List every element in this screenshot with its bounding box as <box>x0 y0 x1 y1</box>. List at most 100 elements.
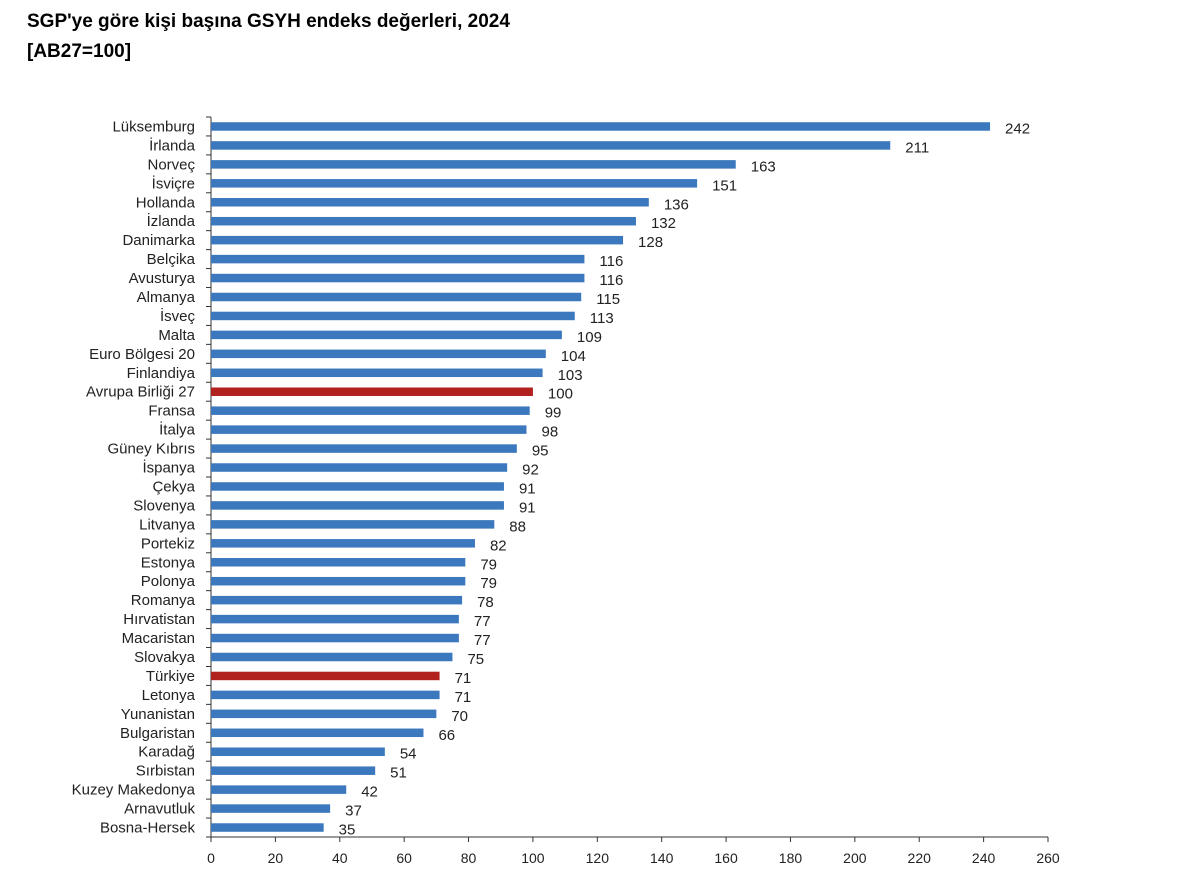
x-tick-label: 100 <box>521 850 545 866</box>
bar <box>211 728 424 738</box>
value-label: 54 <box>400 746 417 763</box>
bar <box>211 368 543 378</box>
value-label: 242 <box>1005 120 1030 137</box>
category-label: Finlandiya <box>127 365 196 382</box>
category-label: Hollanda <box>136 194 196 211</box>
value-label: 211 <box>905 139 929 156</box>
value-label: 104 <box>561 348 586 365</box>
bar <box>211 292 582 302</box>
value-label: 113 <box>590 310 614 327</box>
x-tick-label: 180 <box>779 850 803 866</box>
bar <box>211 349 546 359</box>
category-label: Portekiz <box>141 535 195 552</box>
value-label: 92 <box>522 462 539 479</box>
bar <box>211 614 459 624</box>
category-label: Polonya <box>141 573 196 590</box>
value-label: 78 <box>477 594 494 611</box>
bar <box>211 198 649 207</box>
chart-subtitle: [AB27=100] <box>27 41 132 62</box>
value-label: 71 <box>455 689 472 706</box>
value-label: 79 <box>480 575 497 592</box>
bar <box>211 690 440 700</box>
category-label: Macaristan <box>122 630 195 647</box>
bar <box>211 482 504 491</box>
category-label: Avusturya <box>129 270 196 287</box>
value-label: 151 <box>712 177 737 194</box>
chart-labels: Lüksemburg 242 İrlanda 211 Norveç 163 İsviçre 1… <box>72 118 1030 838</box>
bar <box>211 444 517 453</box>
category-label: Slovakya <box>134 649 196 666</box>
x-tick-label: 80 <box>461 850 477 866</box>
category-label: Hırvatistan <box>123 611 195 628</box>
bar <box>211 709 437 719</box>
x-tick-label: 140 <box>650 850 674 866</box>
bar <box>211 766 376 775</box>
bar <box>211 747 385 756</box>
category-label: Fransa <box>148 403 195 420</box>
category-label: Almanya <box>137 289 196 306</box>
x-tick-label: 60 <box>396 850 412 866</box>
bar <box>211 254 585 264</box>
bar <box>211 539 475 548</box>
category-label: Karadağ <box>138 744 195 761</box>
bar <box>211 179 698 188</box>
bar <box>211 406 530 415</box>
category-label: İsveç <box>160 307 196 325</box>
value-label: 75 <box>467 651 484 668</box>
bar <box>211 576 466 586</box>
category-label: Malta <box>158 327 195 344</box>
value-label: 103 <box>558 367 583 384</box>
value-label: 88 <box>509 518 526 535</box>
value-label: 66 <box>438 727 455 744</box>
category-label: Estonya <box>141 554 196 571</box>
category-label: Norveç <box>147 156 195 173</box>
value-label: 77 <box>474 613 491 630</box>
value-label: 91 <box>519 480 536 497</box>
bar <box>211 823 324 832</box>
value-label: 128 <box>638 234 663 251</box>
category-label: Arnavutluk <box>124 801 195 818</box>
x-tick-label: 260 <box>1036 850 1060 866</box>
category-label: Bosna-Hersek <box>100 820 196 837</box>
value-label: 77 <box>474 632 491 649</box>
bar <box>211 141 891 150</box>
value-label: 115 <box>596 291 620 308</box>
bar <box>211 501 504 510</box>
value-label: 91 <box>519 499 536 516</box>
value-label: 116 <box>599 272 623 289</box>
x-tick-label: 40 <box>332 850 348 866</box>
category-label: Çekya <box>152 478 195 495</box>
chart-axes: 0 20 40 60 80 100 120 140 160 180 200 220 240 260 <box>206 116 1060 866</box>
value-label: 79 <box>480 556 497 573</box>
title-block: SGP'ye göre kişi başına GSYH endeks değe… <box>27 7 510 67</box>
value-label: 35 <box>339 822 356 839</box>
bar <box>211 425 527 434</box>
x-tick-label: 120 <box>586 850 610 866</box>
bar <box>211 311 575 321</box>
category-label: Yunanistan <box>121 706 195 723</box>
bar <box>211 520 495 529</box>
category-label: Litvanya <box>139 516 196 533</box>
value-label: 99 <box>545 405 562 422</box>
category-label: Türkiye <box>146 668 195 685</box>
value-label: 51 <box>390 765 407 782</box>
category-label: İsviçre <box>152 174 195 192</box>
bar <box>211 463 508 472</box>
category-label: Slovenya <box>133 497 195 514</box>
category-label: Bulgaristan <box>120 725 195 742</box>
bar <box>211 558 466 567</box>
category-label: İtalya <box>159 421 196 439</box>
bar <box>211 595 463 605</box>
value-label: 98 <box>541 424 558 441</box>
bar <box>211 273 585 283</box>
category-label: Sırbistan <box>136 763 195 780</box>
bar <box>211 330 562 340</box>
category-label: Lüksemburg <box>112 118 195 135</box>
bar <box>211 671 440 681</box>
value-label: 71 <box>455 670 472 687</box>
category-label: Danimarka <box>122 232 195 249</box>
x-tick-label: 0 <box>207 850 215 866</box>
bar <box>211 633 459 643</box>
bar <box>211 235 624 245</box>
